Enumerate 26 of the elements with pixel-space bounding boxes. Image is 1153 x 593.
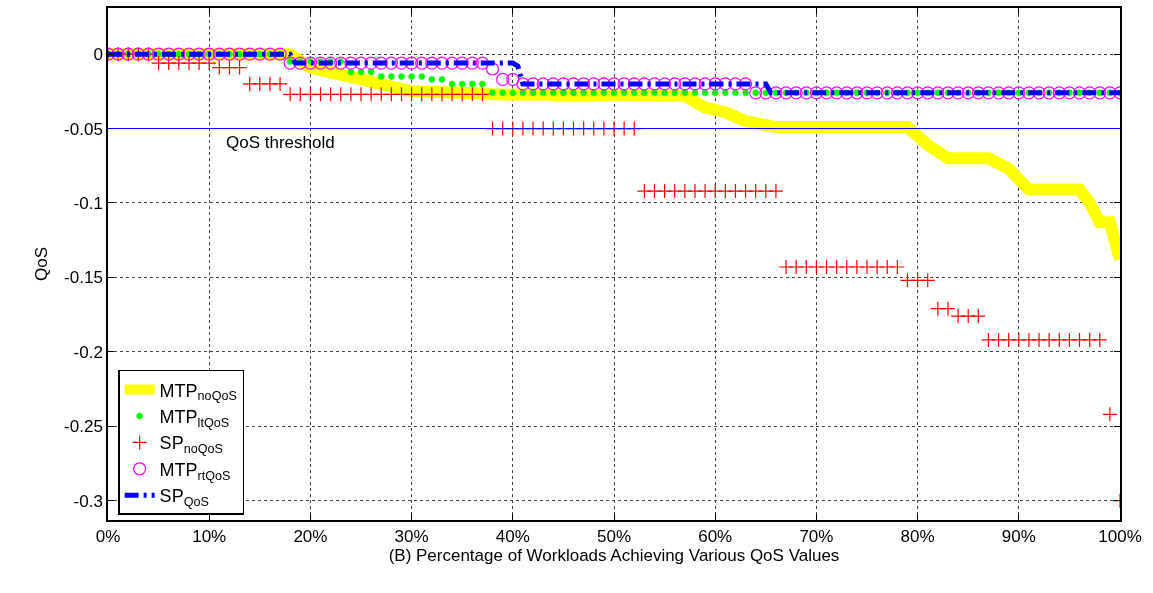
x-axis-title: (B) Percentage of Workloads Achieving Various QoS Values xyxy=(388,546,840,566)
x-tick-label: 40% xyxy=(495,527,530,547)
x-tick-label: 0% xyxy=(95,527,121,547)
x-tick-label: 10% xyxy=(192,527,227,547)
x-tick-label: 80% xyxy=(900,527,935,547)
x-tick-label: 60% xyxy=(698,527,733,547)
x-tick-label: 90% xyxy=(1001,527,1036,547)
legend-label: SP$_{noQoS}$ xyxy=(159,433,223,457)
legend-label: MTP$_{rtQoS}$ xyxy=(159,459,231,483)
y-tick-label: -0.3 xyxy=(73,491,103,511)
y-tick-label: -0.15 xyxy=(64,268,103,288)
y-tick-label: -0.2 xyxy=(73,342,103,362)
legend-label: MTP$_{noQoS}$ xyxy=(159,380,237,404)
y-tick-label: 0 xyxy=(93,45,103,65)
x-tick-label: 70% xyxy=(799,527,834,547)
x-tick-label: 50% xyxy=(596,527,632,547)
x-tick-label: 30% xyxy=(394,527,429,547)
x-tick-label: 20% xyxy=(293,527,328,547)
y-tick-label: -0.05 xyxy=(64,119,103,139)
y-tick-label: -0.1 xyxy=(73,193,103,213)
legend-label: MTP$_{ltQoS}$ xyxy=(159,407,230,430)
ref-line-label: QoS threshold xyxy=(226,133,335,152)
legend-label: SP$_{QoS}$ xyxy=(159,486,209,509)
y-axis-title: QoS xyxy=(32,246,52,282)
y-tick-label: -0.25 xyxy=(64,417,103,437)
x-tick-label: 100% xyxy=(1098,527,1142,547)
